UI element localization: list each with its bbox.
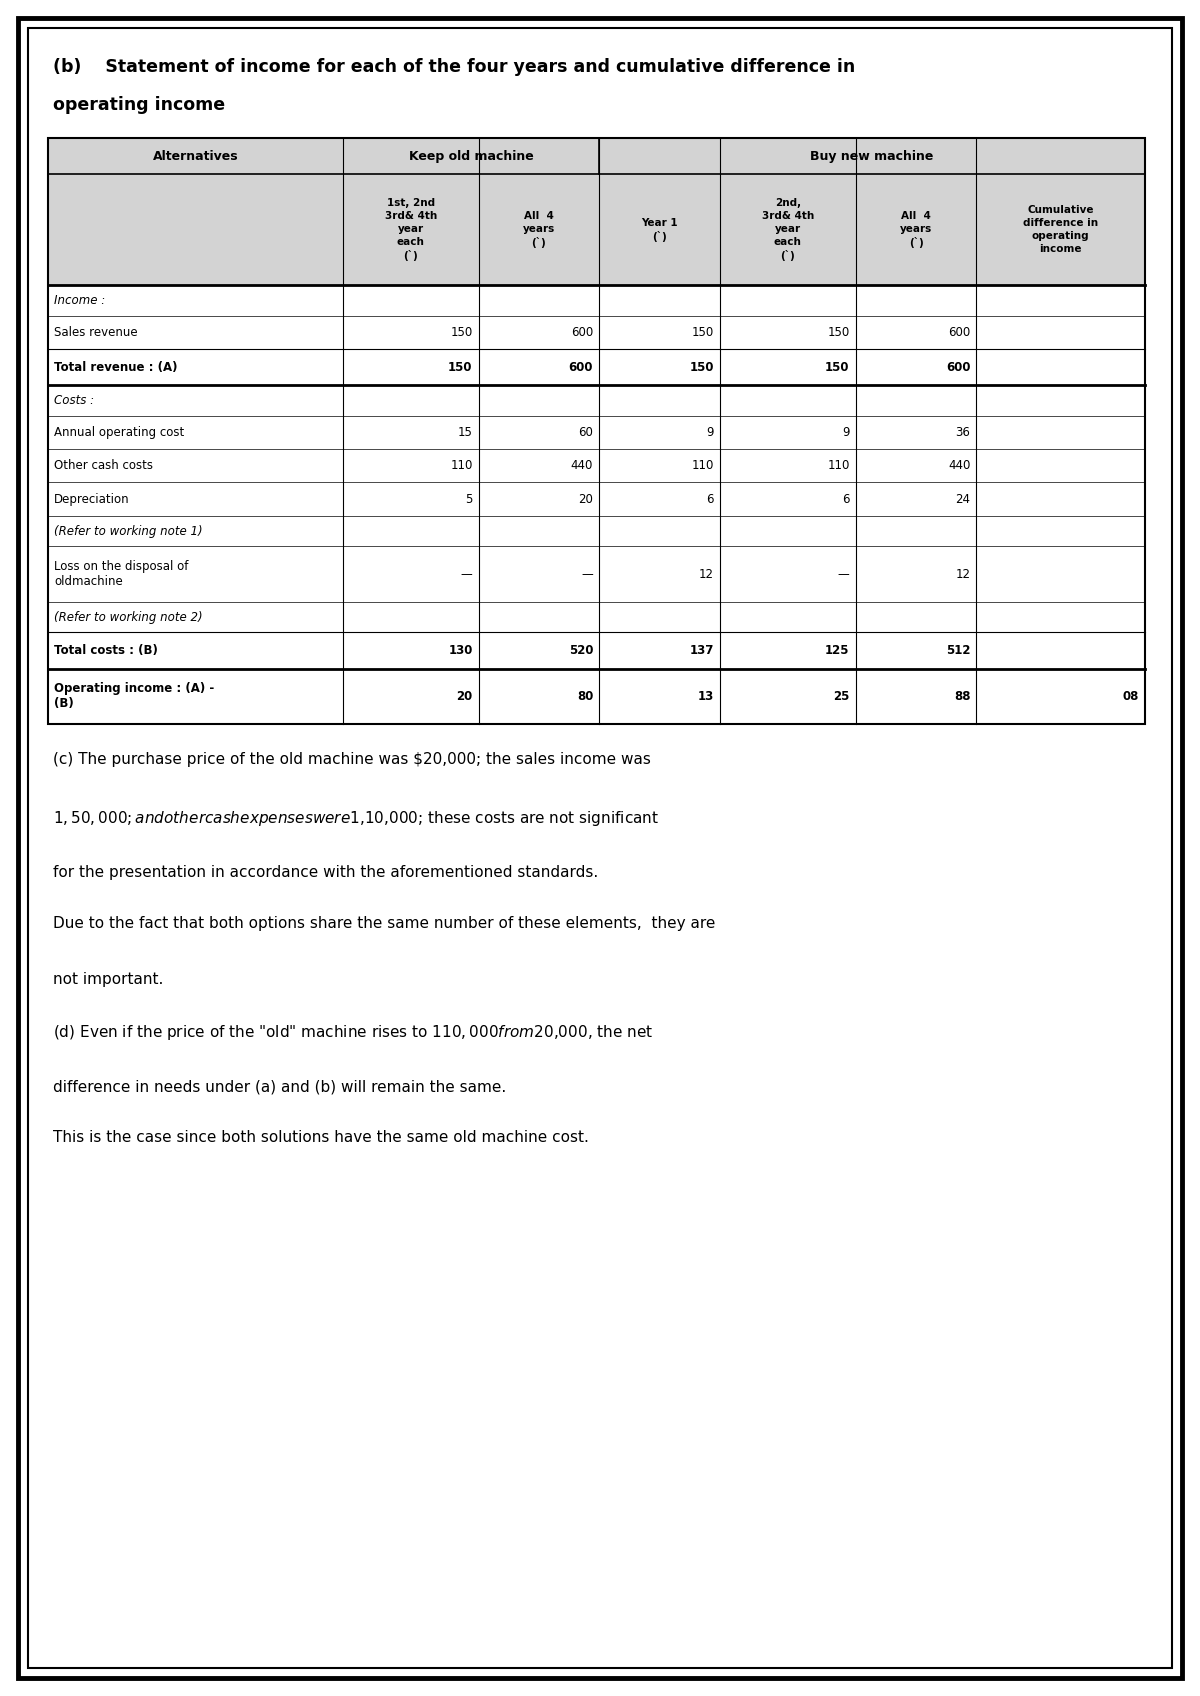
Text: This is the case since both solutions have the same old machine cost.: This is the case since both solutions ha…: [53, 1130, 589, 1145]
Text: Buy new machine: Buy new machine: [810, 149, 934, 163]
Text: —: —: [461, 568, 473, 580]
Text: Year 1
(`): Year 1 (`): [641, 217, 678, 243]
Text: 150: 150: [826, 361, 850, 373]
Text: 150: 150: [448, 361, 473, 373]
Text: 110: 110: [691, 460, 714, 471]
Text: 20: 20: [578, 492, 593, 505]
Text: Cumulative
difference in
operating
income: Cumulative difference in operating incom…: [1024, 205, 1098, 254]
Text: (c) The purchase price of the old machine was $20,000; the sales income was: (c) The purchase price of the old machin…: [53, 751, 650, 767]
Text: 6: 6: [707, 492, 714, 505]
Text: Other cash costs: Other cash costs: [54, 460, 154, 471]
Text: (Refer to working note 2): (Refer to working note 2): [54, 611, 203, 624]
Text: 9: 9: [842, 426, 850, 439]
Text: 5: 5: [466, 492, 473, 505]
Text: 150: 150: [690, 361, 714, 373]
Text: 600: 600: [569, 361, 593, 373]
Text: (b)    Statement of income for each of the four years and cumulative difference : (b) Statement of income for each of the …: [53, 58, 856, 76]
Text: 24: 24: [955, 492, 971, 505]
Text: 110: 110: [450, 460, 473, 471]
Bar: [48, 175, 1145, 285]
Text: 137: 137: [690, 644, 714, 656]
Text: 08: 08: [1123, 690, 1139, 702]
Text: 20: 20: [456, 690, 473, 702]
Text: Depreciation: Depreciation: [54, 492, 130, 505]
Text: All  4
years
(`): All 4 years (`): [523, 212, 556, 248]
Text: 36: 36: [955, 426, 971, 439]
Text: Keep old machine: Keep old machine: [409, 149, 534, 163]
Text: 80: 80: [577, 690, 593, 702]
Text: 88: 88: [954, 690, 971, 702]
Text: 512: 512: [946, 644, 971, 656]
Text: 600: 600: [571, 326, 593, 339]
Text: Operating income : (A) -
(B): Operating income : (A) - (B): [54, 682, 215, 711]
Text: 150: 150: [691, 326, 714, 339]
Text: 9: 9: [707, 426, 714, 439]
Text: 12: 12: [698, 568, 714, 580]
Text: 13: 13: [697, 690, 714, 702]
Text: Due to the fact that both options share the same number of these elements,  they: Due to the fact that both options share …: [53, 916, 715, 931]
Text: 2nd,
3rd& 4th
year
each
(`): 2nd, 3rd& 4th year each (`): [762, 198, 814, 261]
Text: difference in needs under (a) and (b) will remain the same.: difference in needs under (a) and (b) wi…: [53, 1079, 506, 1094]
Text: All  4
years
(`): All 4 years (`): [900, 212, 932, 248]
Text: 12: 12: [955, 568, 971, 580]
Text: Costs :: Costs :: [54, 393, 94, 407]
Text: Alternatives: Alternatives: [152, 149, 239, 163]
Text: Annual operating cost: Annual operating cost: [54, 426, 185, 439]
Text: 6: 6: [842, 492, 850, 505]
Text: 600: 600: [948, 326, 971, 339]
Text: —: —: [582, 568, 593, 580]
Text: 130: 130: [448, 644, 473, 656]
Text: for the presentation in accordance with the aforementioned standards.: for the presentation in accordance with …: [53, 865, 599, 880]
Text: Total revenue : (A): Total revenue : (A): [54, 361, 178, 373]
Text: 600: 600: [946, 361, 971, 373]
Text: 125: 125: [826, 644, 850, 656]
Text: 150: 150: [450, 326, 473, 339]
Text: 25: 25: [833, 690, 850, 702]
Text: 520: 520: [569, 644, 593, 656]
Text: Total costs : (B): Total costs : (B): [54, 644, 158, 656]
Text: operating income: operating income: [53, 97, 226, 114]
Text: 150: 150: [828, 326, 850, 339]
Text: 110: 110: [827, 460, 850, 471]
Text: 60: 60: [578, 426, 593, 439]
Text: $1,50,000; and other cash expenses were $1,10,000; these costs are not significa: $1,50,000; and other cash expenses were …: [53, 809, 659, 828]
Text: (Refer to working note 1): (Refer to working note 1): [54, 524, 203, 538]
Bar: [48, 137, 1145, 175]
Text: 15: 15: [457, 426, 473, 439]
Text: —: —: [838, 568, 850, 580]
Text: not important.: not important.: [53, 972, 163, 987]
Text: Sales revenue: Sales revenue: [54, 326, 138, 339]
Text: 1st, 2nd
3rd& 4th
year
each
(`): 1st, 2nd 3rd& 4th year each (`): [384, 198, 437, 261]
Text: 440: 440: [948, 460, 971, 471]
Text: Income :: Income :: [54, 293, 106, 307]
Text: (d) Even if the price of the "old" machine rises to $110,000 from $20,000, the n: (d) Even if the price of the "old" machi…: [53, 1023, 653, 1041]
Text: Loss on the disposal of
oldmachine: Loss on the disposal of oldmachine: [54, 560, 188, 589]
Bar: [48, 285, 1145, 724]
Text: 440: 440: [571, 460, 593, 471]
Bar: [48, 137, 1145, 724]
